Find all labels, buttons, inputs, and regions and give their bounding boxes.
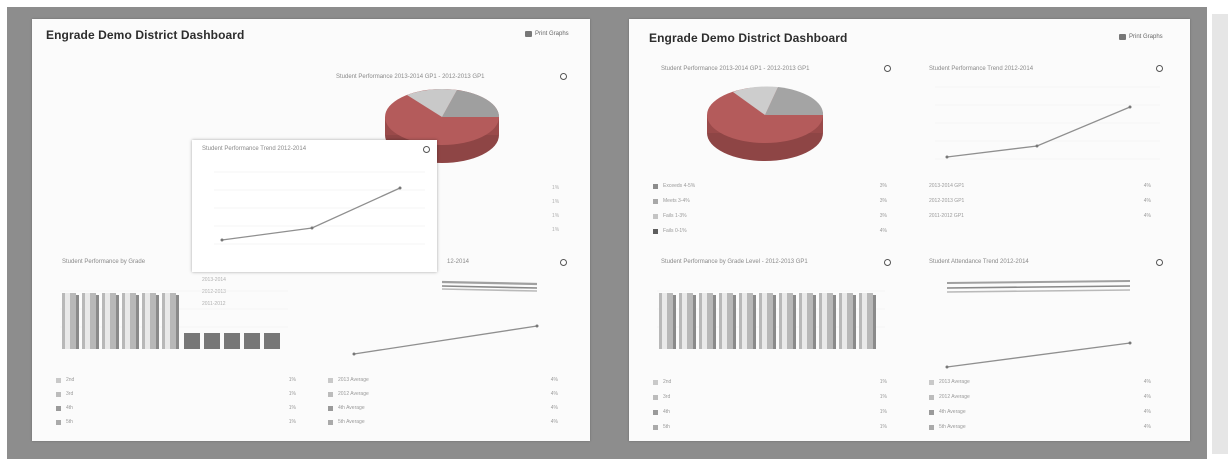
grade-legend-item: 5th 1% [653, 423, 887, 431]
grade-chart-title: Student Performance by Grade Level - 201… [661, 259, 808, 265]
pie-legend-item: Fails 1-3% 3% [653, 212, 887, 220]
grade-bar-chart [60, 290, 288, 349]
faint-value: 1% [552, 213, 560, 219]
attendance-legend-item: 2013 Average 4% [328, 376, 558, 384]
pie-chart-title: Student Performance 2013-2014 GP1 - 2012… [661, 66, 810, 72]
dashboard-title: Engrade Demo District Dashboard [46, 28, 245, 42]
pie-slice-light [407, 89, 457, 117]
gear-icon[interactable] [1156, 259, 1163, 266]
attendance-legend-item: 2013 Average 4% [929, 378, 1151, 386]
attendance-chart-title-fragment: 12-2014 [447, 259, 470, 265]
attendance-legend-item: 4th Average 4% [328, 404, 558, 412]
pie-slice-dark [442, 90, 499, 117]
print-graphs-button[interactable]: Print Graphs [1119, 34, 1163, 40]
attendance-legend-item: 5th Average 4% [929, 423, 1151, 431]
grade-legend-item: 4th 1% [653, 408, 887, 416]
faint-row: 2011-2012 [202, 301, 226, 307]
attendance-line-chart [945, 280, 1132, 369]
print-graphs-label: Print Graphs [1129, 34, 1163, 40]
dashboard-screen-left: Engrade Demo District Dashboard Print Gr… [32, 19, 590, 441]
gear-icon[interactable] [884, 65, 891, 72]
gear-icon[interactable] [884, 259, 891, 266]
gear-icon[interactable] [423, 146, 430, 153]
grade-legend-item: 3rd 1% [653, 393, 887, 401]
attendance-legend-item: 2012 Average 4% [328, 390, 558, 398]
pie-legend-item: Meets 3-4% 3% [653, 197, 887, 205]
print-icon [525, 31, 532, 37]
trend-line-chart [214, 171, 425, 245]
attendance-legend-item: 2012 Average 4% [929, 393, 1151, 401]
bars [62, 293, 280, 349]
trend-chart-card: Student Performance Trend 2012-2014 [192, 140, 437, 272]
trend-legend-item: 2011-2012 GP1 4% [929, 213, 1151, 219]
trend-legend-item: 2013-2014 GP1 4% [929, 183, 1151, 189]
faint-value: 1% [552, 227, 560, 233]
print-graphs-button[interactable]: Print Graphs [525, 31, 569, 37]
pie-legend-item: Exceeds 4-5% 3% [653, 182, 887, 190]
gear-icon[interactable] [560, 73, 567, 80]
trend-line-chart [935, 86, 1160, 160]
attendance-line-chart [352, 280, 539, 356]
gear-icon[interactable] [1156, 65, 1163, 72]
dashboard-title: Engrade Demo District Dashboard [649, 31, 848, 45]
print-icon [1119, 34, 1126, 40]
trend-chart-title: Student Performance Trend 2012-2014 [929, 66, 1034, 72]
trend-legend-item: 2012-2013 GP1 4% [929, 198, 1151, 204]
grade-legend-item: 2nd 1% [653, 378, 887, 386]
faint-row: 2013-2014 [202, 277, 226, 283]
pie-legend-item: Fails 0-1% 4% [653, 227, 887, 235]
pie-chart [707, 86, 824, 161]
grade-legend-item: 3rd 1% [56, 390, 296, 398]
faint-row: 2012-2013 [202, 289, 226, 295]
gear-icon[interactable] [560, 259, 567, 266]
grade-legend-item: 5th 1% [56, 418, 296, 426]
attendance-legend-item: 5th Average 4% [328, 418, 558, 426]
bars [659, 293, 876, 349]
pie-chart-title: Student Performance 2013-2014 GP1 - 2012… [336, 74, 485, 80]
trend-chart-title: Student Performance Trend 2012-2014 [202, 146, 307, 152]
grade-legend-item: 4th 1% [56, 404, 296, 412]
grade-bar-chart [657, 290, 885, 349]
print-graphs-label: Print Graphs [535, 31, 569, 37]
pie-slice-light [733, 86, 778, 115]
attendance-chart-title: Student Attendance Trend 2012-2014 [929, 259, 1029, 265]
grade-legend-item: 2nd 1% [56, 376, 296, 384]
dashboard-screen-right: Engrade Demo District Dashboard Print Gr… [629, 19, 1190, 441]
adjacent-page-edge [1212, 14, 1228, 454]
grade-chart-title: Student Performance by Grade [62, 259, 146, 265]
faint-value: 1% [552, 185, 560, 191]
faint-value: 1% [552, 199, 560, 205]
pie-slice-dark [765, 87, 824, 115]
attendance-legend-item: 4th Average 4% [929, 408, 1151, 416]
